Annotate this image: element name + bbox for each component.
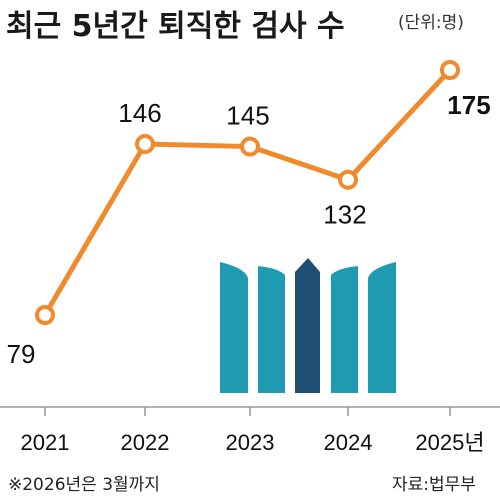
chart-title: 최근 5년간 퇴직한 검사 수 bbox=[6, 9, 345, 44]
footnote: ※2026년은 3월까지 bbox=[8, 475, 160, 495]
x-tick-label: 2025년 bbox=[415, 430, 484, 455]
data-label: 132 bbox=[323, 200, 366, 230]
prosecution-service-logo-icon bbox=[220, 258, 396, 393]
data-label: 175 bbox=[447, 90, 490, 120]
x-axis-ticks bbox=[44, 407, 451, 416]
data-label: 146 bbox=[118, 98, 161, 128]
data-point bbox=[240, 136, 260, 157]
x-tick-label: 2024 bbox=[324, 430, 373, 455]
x-tick-label: 2021 bbox=[21, 430, 70, 455]
x-tick-label: 2022 bbox=[121, 430, 170, 455]
data-point bbox=[135, 134, 155, 155]
data-point bbox=[440, 60, 460, 80]
x-tick-label: 2023 bbox=[226, 430, 275, 455]
data-point bbox=[35, 305, 55, 325]
source-label: 자료:법무부 bbox=[392, 475, 476, 495]
data-points bbox=[35, 60, 460, 325]
data-label: 79 bbox=[7, 339, 36, 369]
data-label: 145 bbox=[226, 101, 269, 131]
data-labels: 79 146 145 132 175 bbox=[7, 90, 491, 369]
unit-label: (단위:명) bbox=[398, 13, 464, 33]
data-point bbox=[338, 169, 358, 190]
x-tick-labels: 2021 2022 2023 2024 2025년 bbox=[21, 430, 485, 455]
